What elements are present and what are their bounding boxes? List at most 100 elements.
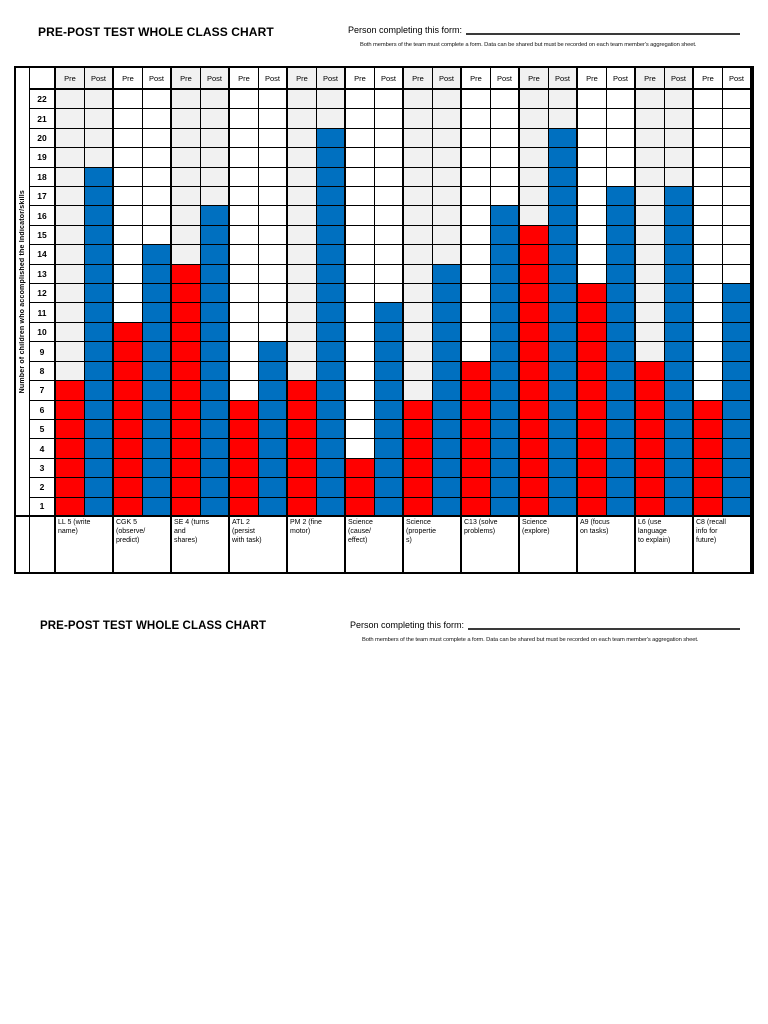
grid-cell [520, 90, 549, 110]
grid-cell [433, 225, 462, 246]
grid-cell [114, 148, 143, 168]
bar-cell-pre [114, 322, 143, 343]
row-number-cell: 3 [30, 458, 56, 479]
grid-cell [230, 206, 259, 226]
grid-cell [346, 381, 375, 401]
bar-cell-post [317, 245, 346, 265]
grid-cell [723, 109, 752, 129]
bar-cell-post [317, 361, 346, 382]
bar-cell-post [665, 361, 694, 382]
bar-cell-post [317, 303, 346, 323]
bar-cell-post [549, 342, 578, 362]
grid-cell [288, 90, 317, 110]
column-header-cell: Post [259, 68, 288, 90]
bar-cell-post [549, 478, 578, 498]
grid-cell [114, 109, 143, 129]
column-header-cell: Post [375, 68, 404, 90]
bar-cell-post [143, 400, 172, 420]
grid-cell [433, 187, 462, 207]
grid-cell [694, 342, 723, 362]
grid-cell [201, 109, 230, 129]
bar-cell-post [607, 458, 636, 479]
bar-cell-post [665, 206, 694, 226]
bar-cell-post [317, 284, 346, 304]
grid-cell [404, 167, 433, 188]
row-number-cell: 5 [30, 419, 56, 440]
bar-cell-post [665, 458, 694, 479]
grid-cell [433, 167, 462, 188]
column-header-cell: Pre [462, 68, 491, 90]
grid-cell [172, 109, 201, 129]
grid-cell [433, 245, 462, 265]
grid-cell [346, 187, 375, 207]
bar-cell-post [201, 458, 230, 479]
bar-cell-pre [230, 419, 259, 440]
grid-cell [520, 109, 549, 129]
bar-cell-pre [520, 245, 549, 265]
grid-cell [607, 167, 636, 188]
bar-cell-pre [114, 478, 143, 498]
form-label-2: Person completing this form: [350, 620, 465, 630]
bar-cell-post [85, 419, 114, 440]
bar-cell-pre [578, 342, 607, 362]
bar-cell-post [143, 419, 172, 440]
bar-cell-post [201, 497, 230, 517]
grid-cell [607, 109, 636, 129]
grid-cell [56, 245, 85, 265]
column-header-cell: Pre [520, 68, 549, 90]
bar-cell-post [201, 245, 230, 265]
bar-cell-post [201, 303, 230, 323]
bar-cell-pre [346, 497, 375, 517]
row-number-cell: 14 [30, 245, 56, 265]
bar-cell-pre [346, 458, 375, 479]
grid-cell [491, 187, 520, 207]
bar-cell-pre [694, 497, 723, 517]
column-header-cell: Post [143, 68, 172, 90]
bar-cell-post [85, 245, 114, 265]
bar-cell-post [607, 381, 636, 401]
grid-cell [636, 322, 665, 343]
grid-cell [230, 225, 259, 246]
grid-cell [694, 245, 723, 265]
bar-cell-post [259, 458, 288, 479]
grid-cell [375, 264, 404, 285]
bar-cell-post [665, 322, 694, 343]
grid-cell [694, 264, 723, 285]
grid-cell [404, 128, 433, 149]
bar-cell-pre [172, 458, 201, 479]
bar-cell-post [317, 342, 346, 362]
category-label-cell: Science (cause/ effect) [346, 516, 404, 572]
grid-cell [462, 128, 491, 149]
grid-cell [462, 109, 491, 129]
grid-cell [520, 167, 549, 188]
grid-cell [201, 187, 230, 207]
grid-cell [636, 245, 665, 265]
bar-cell-post [201, 419, 230, 440]
grid-cell [346, 109, 375, 129]
bar-cell-post [491, 264, 520, 285]
bar-cell-pre [520, 419, 549, 440]
grid-cell [723, 264, 752, 285]
grid-cell [520, 206, 549, 226]
grid-cell [346, 245, 375, 265]
grid-cell [462, 90, 491, 110]
grid-cell [230, 167, 259, 188]
grid-cell [201, 128, 230, 149]
bar-cell-post [317, 167, 346, 188]
bar-cell-post [259, 381, 288, 401]
row-number-cell: 17 [30, 187, 56, 207]
bar-cell-pre [520, 497, 549, 517]
grid-cell [375, 206, 404, 226]
grid-cell [549, 90, 578, 110]
grid-cell [143, 206, 172, 226]
grid-cell [230, 342, 259, 362]
bar-cell-post [375, 478, 404, 498]
bar-cell-post [723, 381, 752, 401]
bar-cell-post [549, 264, 578, 285]
grid-cell [491, 128, 520, 149]
grid-cell [433, 206, 462, 226]
grid-cell [230, 322, 259, 343]
grid-cell [56, 128, 85, 149]
bar-cell-post [375, 439, 404, 459]
grid-cell [346, 225, 375, 246]
